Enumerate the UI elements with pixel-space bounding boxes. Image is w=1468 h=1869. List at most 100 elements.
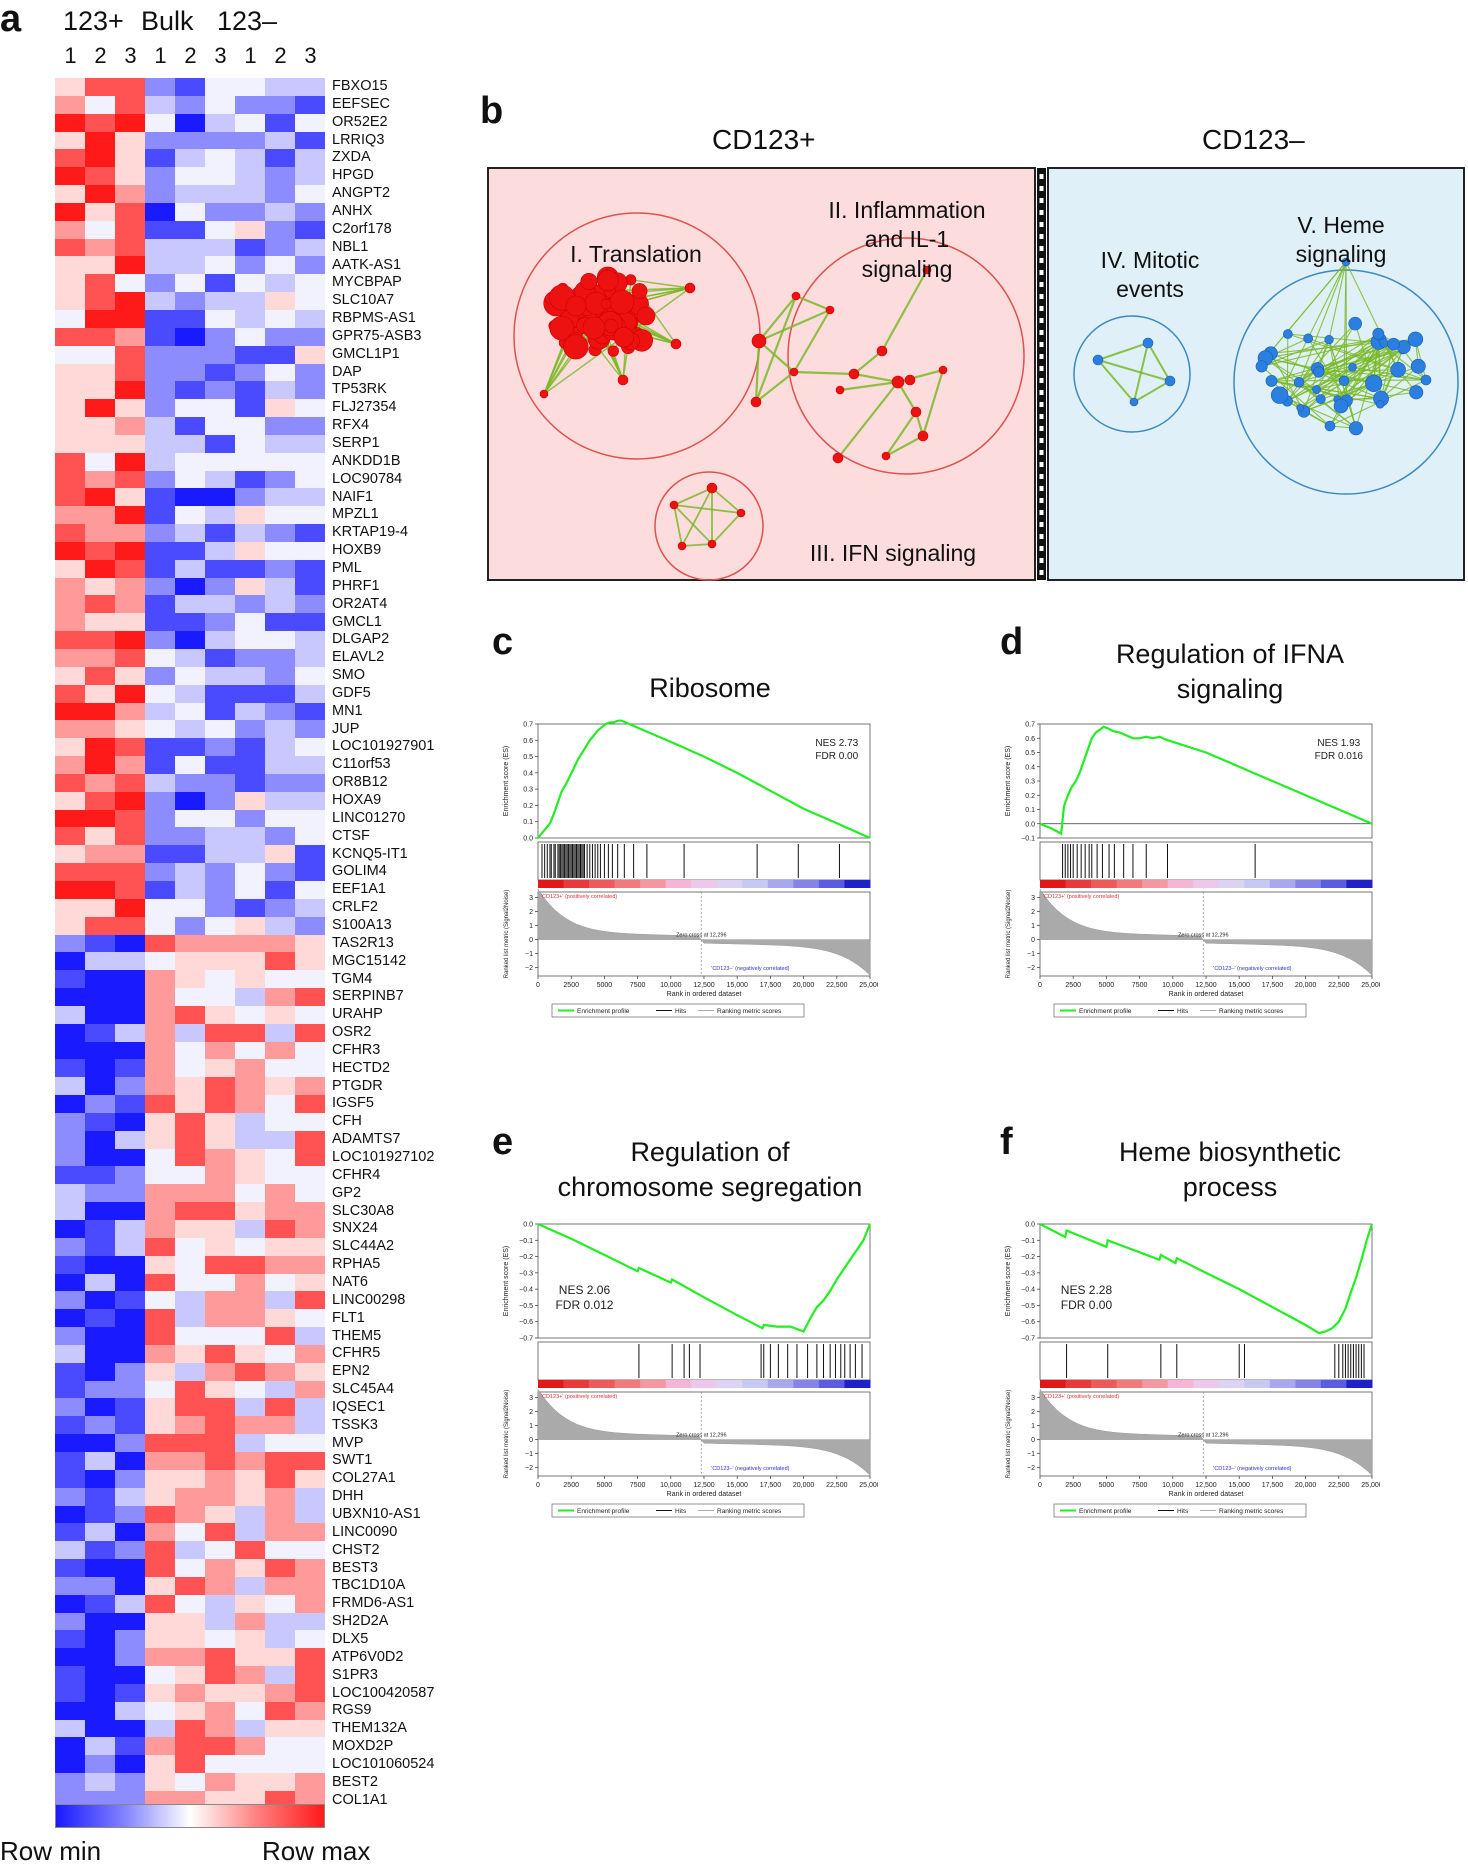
zero-cross-label: Zero cross at 12,296 [676,933,726,939]
heatmap-cell [85,1273,115,1292]
heme-node [1282,329,1293,339]
heatmap-row [55,809,325,828]
divider-perforation [1039,402,1044,407]
heatmap-cell [265,1148,295,1167]
heatmap-cell [235,1523,265,1542]
heatmap-cell [145,1380,175,1399]
heatmap-cell [145,1594,175,1613]
heme-node [1324,420,1336,432]
heatmap-cell [145,1005,175,1024]
heatmap-cell [295,1755,325,1774]
es-ytick-label: −0.5 [1021,1303,1035,1310]
translation-edge [629,287,691,333]
heatmap-cell [115,1398,145,1417]
ifn-node [706,482,718,494]
heatmap-cell [55,292,85,310]
heatmap-cell [175,1773,205,1791]
gene-label: SLC45A4 [332,1381,395,1398]
heatmap-cell [55,1666,85,1684]
heatmap-cell [175,1005,205,1024]
heatmap-cell [295,1648,325,1667]
heme-edge [1328,339,1342,407]
heatmap-cell [205,756,235,774]
es-ytick-label: 0.7 [523,722,533,729]
divider-perforation [1039,342,1044,347]
heatmap-row [55,1059,325,1078]
legend-hits-label: Hits [1177,1508,1189,1515]
heatmap-cell [235,1594,265,1613]
xtick-label: 2500 [1065,1482,1081,1489]
heatmap-cell [235,702,265,721]
gene-label: TSSK3 [332,1416,378,1433]
heatmap-cell [145,381,175,400]
heatmap-cell [295,845,325,864]
rank-color-segment [589,880,616,888]
heatmap-cell [115,809,145,828]
hits-frame [537,1341,871,1381]
heatmap-row [55,1095,325,1113]
xtick-label: 10,000 [660,982,682,989]
heatmap-cell [205,1166,235,1185]
heatmap-cell [115,292,145,310]
gene-label: GPR75-ASB3 [332,327,422,344]
heatmap-cell [55,309,85,328]
heatmap-cell [175,1701,205,1720]
heatmap-cell [265,1469,295,1488]
legend-box [551,1503,805,1518]
heatmap-cell [85,1309,115,1328]
heatmap-row [55,880,325,899]
heatmap-cell [85,1005,115,1024]
divider-perforation [1039,270,1044,275]
heme-node [1255,360,1268,373]
heatmap-cell [115,417,145,435]
heatmap-cell [295,113,325,132]
heatmap-cell [85,952,115,971]
gene-label: OR8B12 [332,774,388,791]
heatmap-cell [265,452,295,471]
heatmap-row [55,1559,325,1577]
gene-label: HOXB9 [332,542,382,559]
heatmap-row [55,952,325,971]
heatmap-cell [115,1255,145,1274]
metric-ytick-label: 2 [529,1409,533,1416]
heatmap-cell [205,452,235,471]
heme-node [1407,331,1424,347]
translation-node [565,295,587,317]
heatmap-cell [295,649,325,667]
heatmap-cell [295,1559,325,1577]
heatmap-row [55,1469,325,1488]
heatmap-cell [175,1380,205,1399]
heatmap-row [55,1541,325,1560]
heatmap-cell [265,1344,295,1363]
heatmap-cell [295,1594,325,1613]
heatmap-cell [235,292,265,310]
heatmap-row [55,309,325,328]
heatmap-cell [205,1683,235,1702]
es-ytick-label: −0.4 [1021,1287,1035,1294]
heatmap-cell [265,1701,295,1720]
inflammation-node [938,365,948,375]
heme-node [1420,374,1432,386]
inflammation-edge [795,294,831,312]
heatmap-cell [115,274,145,293]
heatmap-cell [205,220,235,239]
rank-color-segment [1193,1380,1220,1388]
rank-color-segment [742,880,769,888]
divider-perforation [1039,378,1044,383]
heatmap-cell [115,738,145,757]
heatmap-cell [115,1327,145,1345]
heatmap-cell [55,666,85,685]
rank-color-segment [1091,880,1118,888]
heatmap-cell [265,916,295,935]
inflammation-node [910,406,922,418]
rank-color-segment [818,880,845,888]
negative-corr-label: 'CD123–' (negatively correlated) [711,966,789,972]
heatmap-cell [85,1541,115,1560]
replicate-label: 3 [214,43,227,68]
metric-ytick-label: 0 [1031,1437,1035,1444]
es-ytick-label: 0.6 [1025,736,1035,743]
heatmap-cell [265,1737,295,1756]
heatmap-cell [235,809,265,828]
heatmap-row [55,613,325,632]
heatmap-cell [235,1309,265,1328]
